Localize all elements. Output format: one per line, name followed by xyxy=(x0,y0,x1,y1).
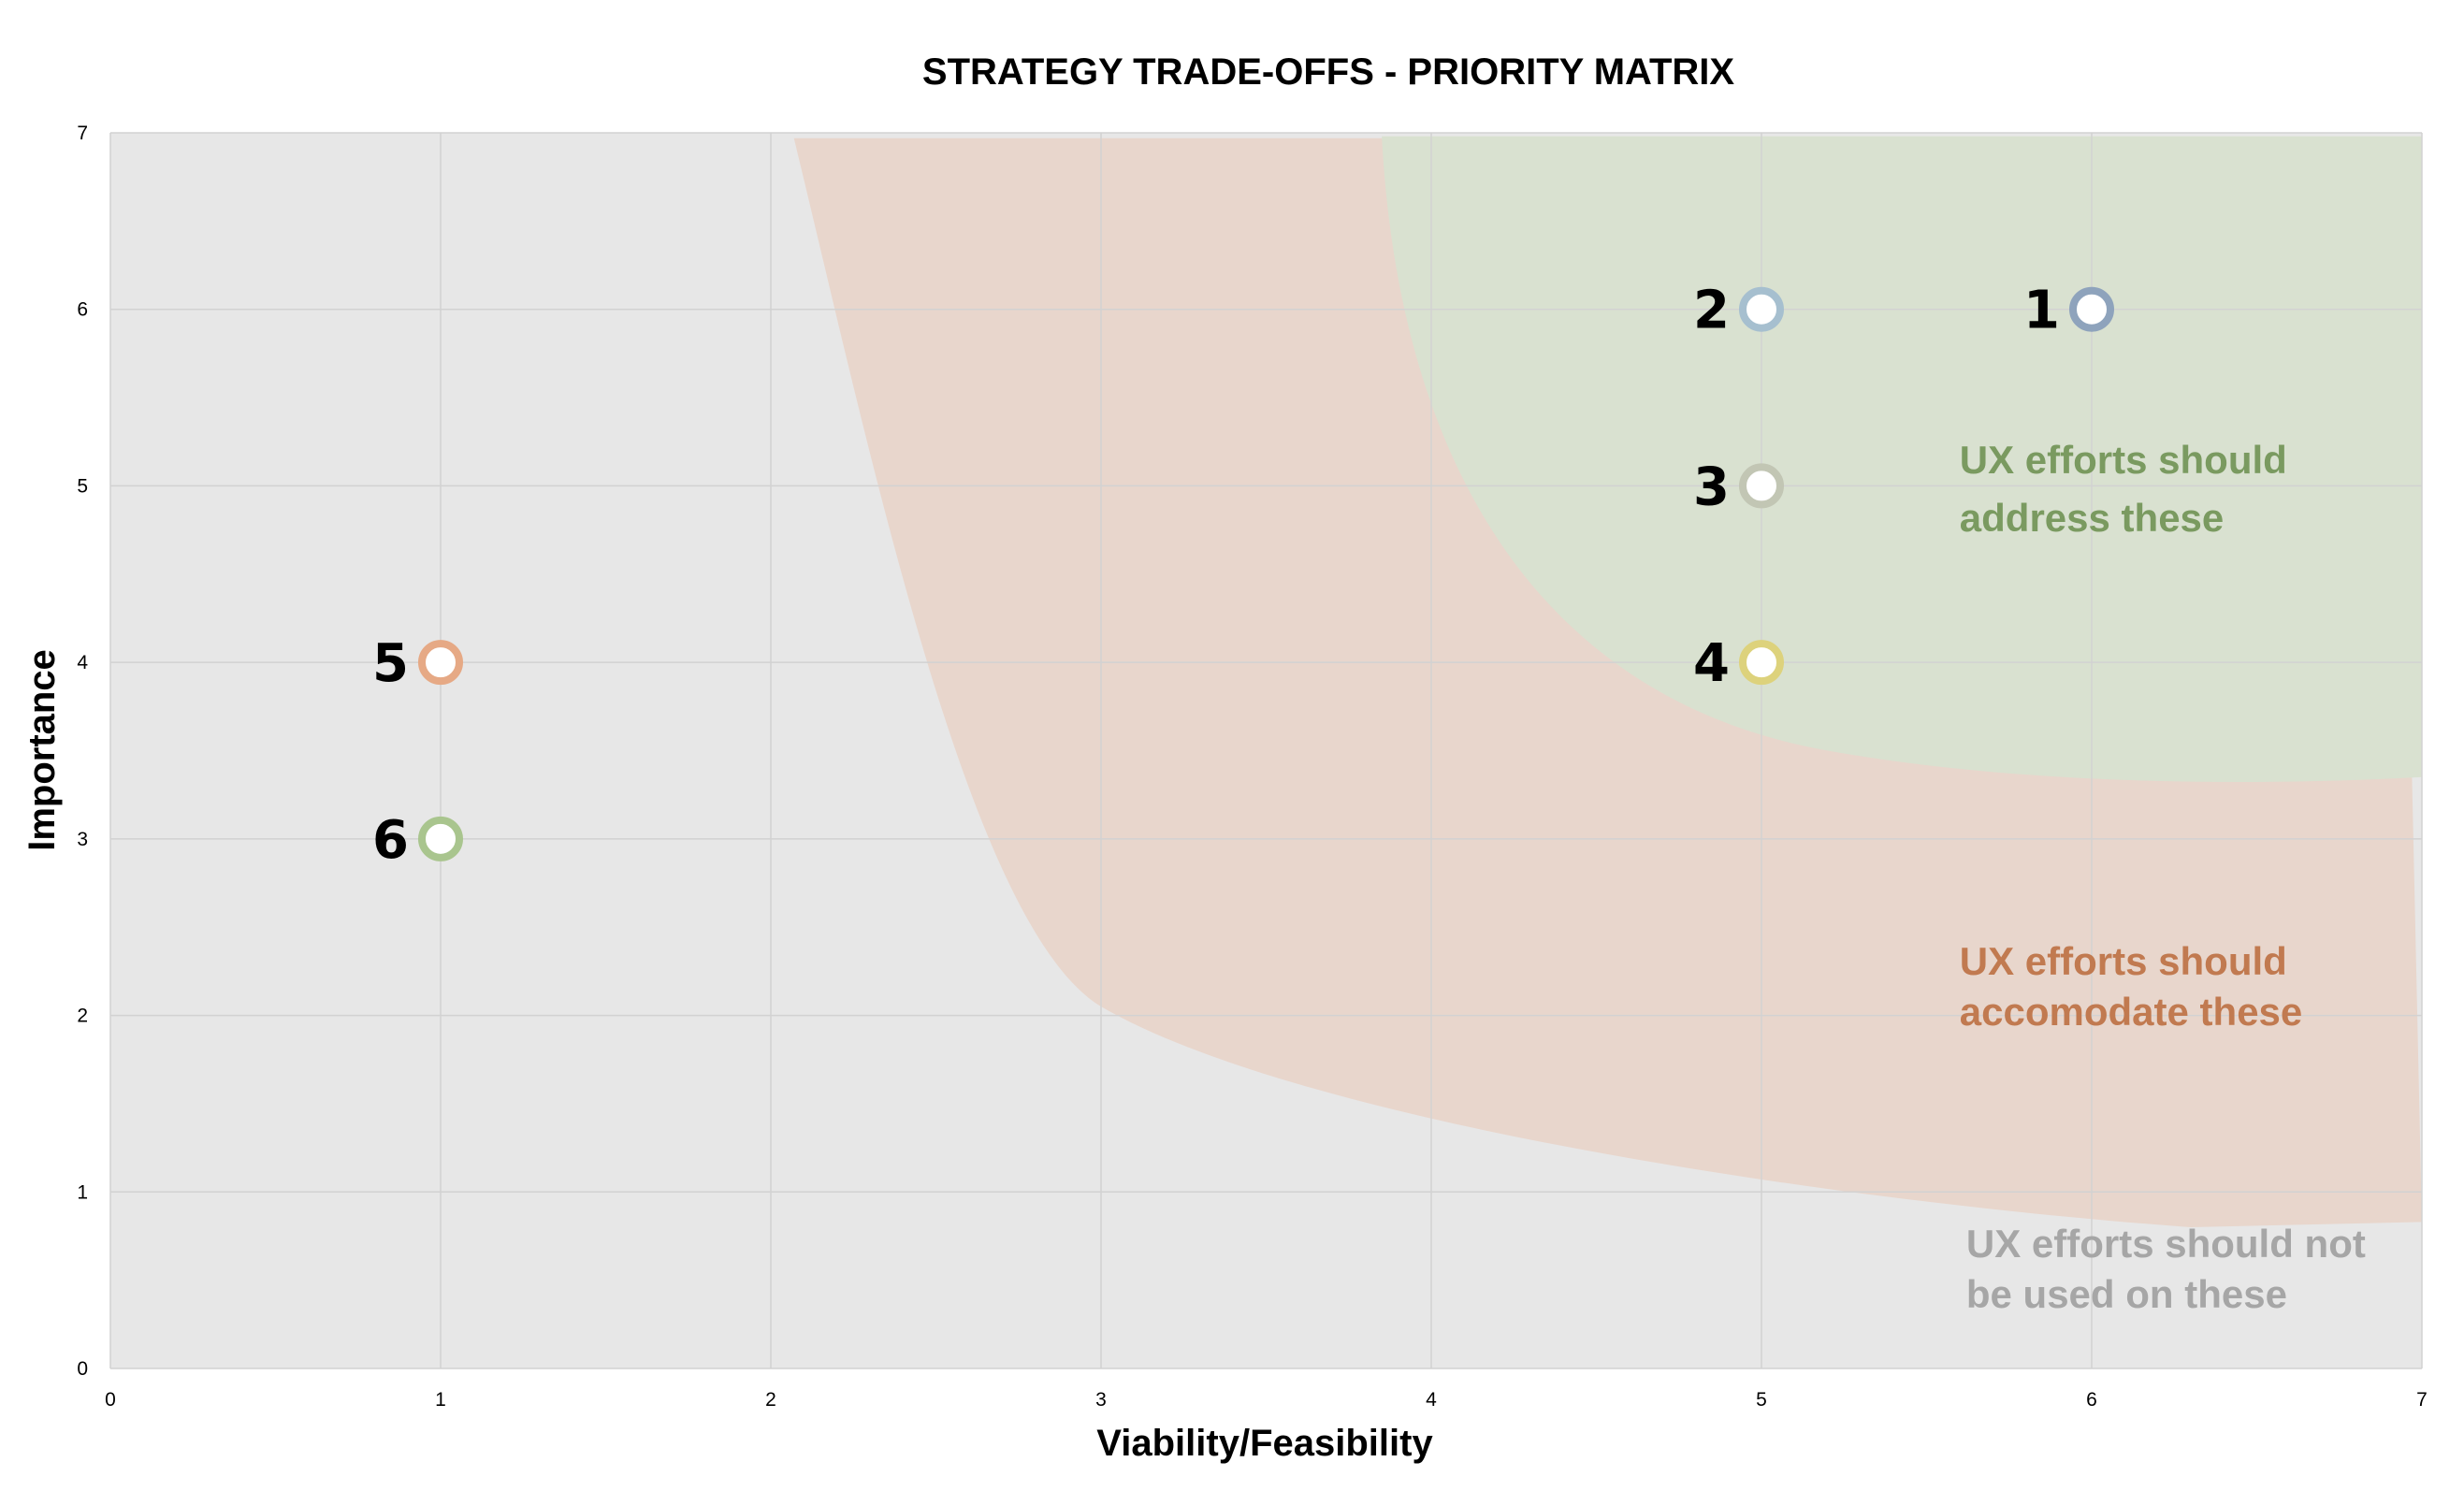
y-tick-label: 0 xyxy=(77,1358,88,1380)
plot-area xyxy=(110,133,2423,1368)
x-tick-label: 1 xyxy=(435,1389,446,1411)
data-points: 1 2 3 4 5 6 xyxy=(372,281,2114,871)
axis-ticks: 0 1 2 3 4 5 6 7 0 1 2 3 4 5 6 7 xyxy=(77,123,2428,1411)
y-axis-label: Importance xyxy=(22,649,63,851)
y-tick-label: 6 xyxy=(77,299,88,321)
data-point-3 xyxy=(1739,463,1784,509)
zone-address xyxy=(1382,136,2422,783)
x-tick-label: 3 xyxy=(1095,1389,1107,1411)
data-point-6 xyxy=(418,816,463,861)
data-point-label-5: 5 xyxy=(372,633,409,694)
x-tick-label: 6 xyxy=(2086,1389,2097,1411)
y-tick-label: 1 xyxy=(77,1181,88,1203)
x-tick-label: 2 xyxy=(765,1389,776,1411)
data-point-label-3: 3 xyxy=(1693,456,1730,517)
x-tick-label: 4 xyxy=(1426,1389,1437,1411)
zone-labels: UX efforts should address these UX efforts… xyxy=(1960,438,2366,1316)
data-point-1 xyxy=(2069,286,2114,332)
y-tick-label: 2 xyxy=(77,1006,88,1027)
x-axis-label: Viability/Feasibility xyxy=(1096,1423,1433,1464)
y-tick-label: 3 xyxy=(77,829,88,850)
x-tick-label: 0 xyxy=(105,1389,116,1411)
y-tick-label: 7 xyxy=(77,123,88,144)
y-tick-label: 4 xyxy=(77,652,88,673)
chart-title: STRATEGY TRADE-OFFS - PRIORITY MATRIX xyxy=(922,51,1734,93)
data-point-label-1: 1 xyxy=(2023,281,2060,341)
grid-lines xyxy=(109,132,2423,1369)
y-tick-label: 5 xyxy=(77,475,88,497)
data-point-label-2: 2 xyxy=(1693,281,1730,341)
data-point-label-4: 4 xyxy=(1693,633,1730,694)
data-point-label-6: 6 xyxy=(372,810,409,871)
data-point-2 xyxy=(1739,286,1784,332)
x-tick-label: 5 xyxy=(1756,1389,1767,1411)
zone-label-not_used: UX efforts should not be used on these xyxy=(1966,1222,2366,1316)
x-tick-label: 7 xyxy=(2416,1389,2428,1411)
zone-accommodate xyxy=(793,138,2423,1228)
zone-label-accommodate: UX efforts should accomodate these xyxy=(1960,939,2302,1034)
data-point-4 xyxy=(1739,640,1784,686)
data-point-5 xyxy=(418,640,463,686)
zone-label-address: UX efforts should address these xyxy=(1960,438,2287,540)
